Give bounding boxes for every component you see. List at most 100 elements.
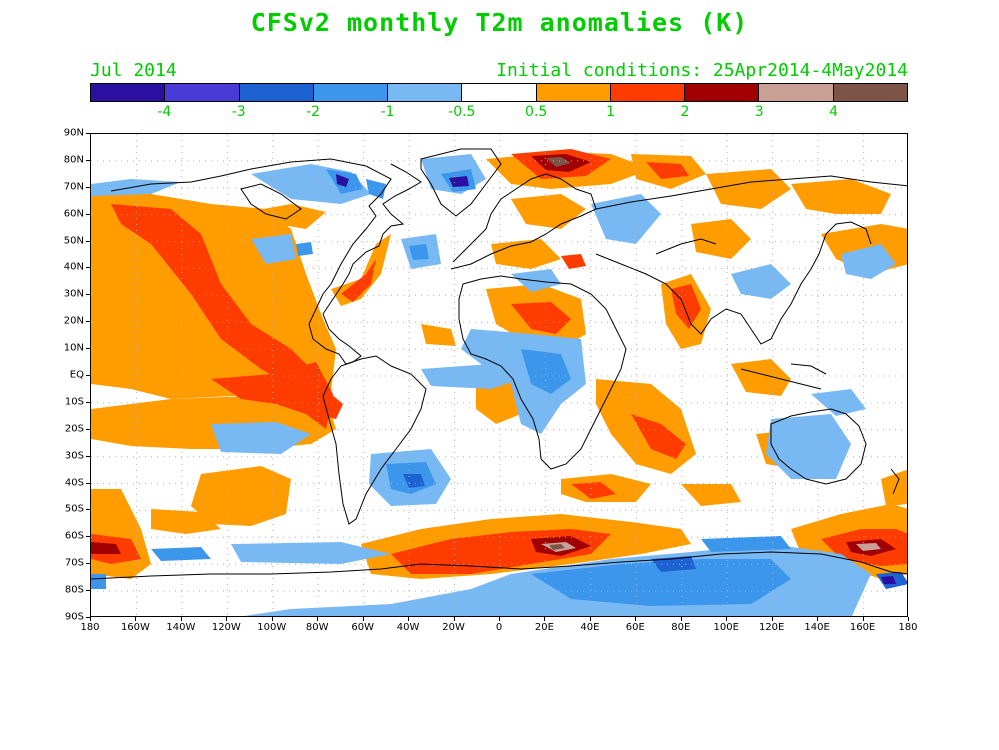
longitude-label: 80E: [671, 622, 691, 633]
colorbar-label: -4: [157, 104, 172, 120]
latitude-tick: [86, 482, 90, 484]
latitude-label: 40N: [63, 261, 84, 273]
forecast-month: Jul 2014: [90, 60, 177, 81]
latitude-tick: [86, 267, 90, 269]
longitude-tick: [862, 617, 864, 621]
latitude-tick: [86, 159, 90, 161]
colorbar-label: -0.5: [448, 104, 476, 120]
colorbar-label: -2: [306, 104, 321, 120]
latitude-tick: [86, 348, 90, 350]
latitude-label: 20S: [64, 423, 84, 435]
longitude-label: 180: [80, 622, 100, 633]
latitude-label: 50S: [64, 503, 84, 515]
longitude-tick: [362, 617, 364, 621]
colorbar-label: -3: [231, 104, 246, 120]
longitude-tick: [226, 617, 228, 621]
longitude-label: 40W: [396, 622, 420, 633]
longitude-tick: [589, 617, 591, 621]
latitude-label: 70N: [63, 181, 84, 193]
longitude-tick: [908, 617, 909, 621]
longitude-label: 100W: [257, 622, 287, 633]
map-canvas: [91, 134, 907, 616]
colorbar-swatch: [610, 84, 686, 101]
longitude-label: 120W: [211, 622, 241, 633]
colorbar-label: 0.5: [525, 104, 548, 120]
colorbar-label: 1: [606, 104, 615, 120]
latitude-tick: [86, 133, 90, 134]
latitude-label: 90N: [63, 127, 84, 139]
longitude-label: 80W: [305, 622, 329, 633]
latitude-tick: [86, 509, 90, 511]
coastlines: [91, 148, 907, 580]
colorbar-swatch: [165, 84, 240, 101]
latitude-label: 30N: [63, 288, 84, 300]
longitude-label: 100E: [713, 622, 739, 633]
longitude-label: 140E: [804, 622, 830, 633]
longitude-tick: [726, 617, 728, 621]
longitude-label: 180: [898, 622, 918, 633]
latitude-tick: [86, 375, 90, 376]
latitude-tick: [86, 321, 90, 323]
longitude-label: 20W: [442, 622, 465, 633]
longitude-tick: [635, 617, 637, 621]
colorbar-swatch: [313, 84, 389, 101]
latitude-label: 80S: [64, 584, 84, 596]
colorbar-swatch: [91, 84, 166, 101]
longitude-tick: [271, 617, 273, 621]
longitude-label: 140W: [166, 622, 196, 633]
longitude-label: 160W: [120, 622, 150, 633]
lat-lon-grid: [91, 134, 907, 616]
colorbar-swatch: [685, 84, 760, 101]
longitude-label: 0: [495, 622, 503, 633]
latitude-tick: [86, 617, 90, 618]
latitude-label: 90S: [64, 611, 84, 623]
longitude-tick: [180, 617, 182, 621]
latitude-tick: [86, 213, 90, 215]
colorbar-label: 3: [754, 104, 764, 120]
colorbar-swatch: [833, 84, 907, 101]
latitude-label: 60S: [64, 530, 84, 542]
latitude-label: 30S: [64, 450, 84, 462]
latitude-label: EQ: [69, 369, 84, 381]
longitude-tick: [408, 617, 410, 621]
longitude-tick: [453, 617, 455, 621]
longitude-label: 120E: [758, 622, 785, 633]
latitude-label: 50N: [63, 235, 84, 247]
latitude-label: 10S: [64, 396, 84, 408]
map-title: CFSv2 monthly T2m anomalies (K): [250, 8, 749, 37]
longitude-tick: [680, 617, 682, 621]
colorbar-swatch: [462, 84, 537, 101]
longitude-tick: [317, 617, 319, 621]
latitude-tick: [86, 186, 90, 188]
latitude-label: 60N: [63, 208, 84, 220]
latitude-tick: [86, 563, 90, 565]
initial-conditions: Initial conditions: 25Apr2014-4May2014: [496, 60, 908, 81]
longitude-tick: [544, 617, 546, 621]
latitude-tick: [86, 428, 90, 430]
latitude-label: 10N: [63, 342, 84, 354]
longitude-tick: [90, 617, 91, 621]
latitude-label: 40S: [64, 477, 84, 489]
latitude-tick: [86, 536, 90, 538]
latitude-label: 70S: [64, 557, 84, 569]
colorbar: [90, 83, 908, 102]
longitude-tick: [135, 617, 137, 621]
colorbar-swatch: [759, 84, 834, 101]
latitude-tick: [86, 590, 90, 592]
longitude-label: 20E: [534, 622, 554, 633]
latitude-tick: [86, 240, 90, 242]
colorbar-swatch: [536, 84, 611, 101]
longitude-label: 160E: [849, 622, 876, 633]
latitude-label: 20N: [63, 315, 84, 327]
colorbar-swatch: [239, 84, 314, 101]
colorbar-label: -1: [380, 104, 395, 120]
colorbar-label: 4: [829, 104, 839, 120]
colorbar-swatch: [388, 84, 463, 101]
latitude-tick: [86, 294, 90, 296]
colorbar-label: 2: [680, 104, 690, 120]
colorbar-labels: -4 -3 -2 -1 -0.5 0.5 1 2 3 4: [90, 104, 908, 122]
longitude-label: 60E: [625, 622, 645, 633]
longitude-label: 40E: [580, 622, 600, 633]
longitude-label: 60W: [351, 622, 374, 633]
latitude-label: 80N: [63, 154, 84, 166]
